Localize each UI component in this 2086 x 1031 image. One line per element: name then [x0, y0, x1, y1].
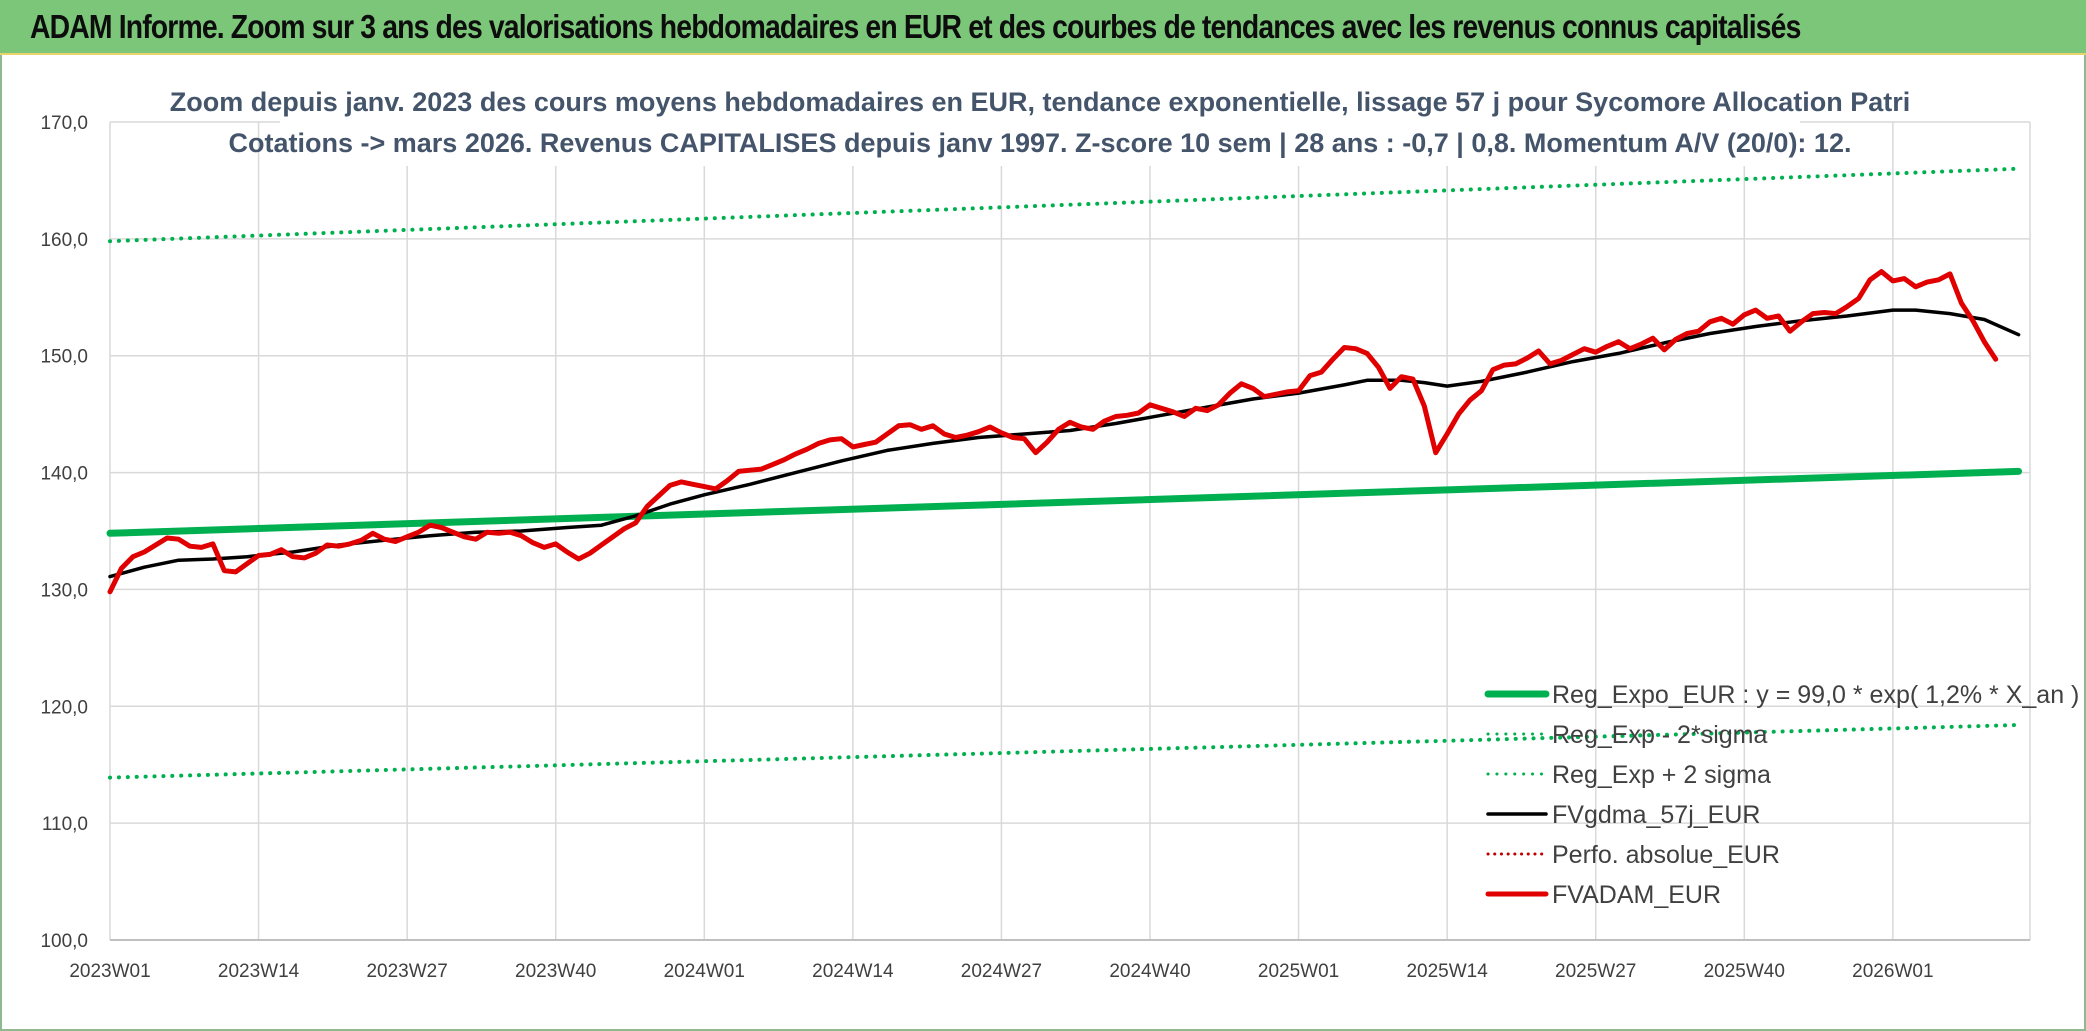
- chart-title: Zoom depuis janv. 2023 des cours moyens …: [170, 80, 1911, 166]
- x-tick-label: 2024W01: [664, 961, 745, 982]
- chart-title-line-2: Cotations -> mars 2026. Revenus CAPITALI…: [229, 128, 1852, 158]
- legend-label: FVADAM_EUR: [1552, 881, 1721, 909]
- y-tick-label: 170,0: [40, 113, 88, 134]
- chart-title-background: [280, 80, 1800, 166]
- y-tick-label: 150,0: [40, 347, 88, 368]
- series-line-1: [108, 723, 2021, 780]
- axes: 100,0 110,0 120,0 130,0 140,0 150,0 160,0 170,0…: [40, 113, 2030, 982]
- x-tick-label: 2024W14: [812, 961, 894, 982]
- legend-label: FVgdma_57j_EUR: [1552, 801, 1760, 829]
- x-tick-label: 2025W27: [1555, 961, 1636, 982]
- series-line-5: [107, 269, 1999, 595]
- x-tick-label: 2024W40: [1109, 961, 1190, 982]
- series-line-2: [108, 166, 2021, 244]
- legend-label: Reg_Expo_EUR : y = 99,0 * exp( 1,2% * X_…: [1552, 681, 2079, 709]
- x-tick-label: 2024W27: [961, 961, 1042, 982]
- x-tick-label: 2023W01: [69, 961, 150, 982]
- series-line-3: [108, 308, 2021, 579]
- x-tick-label: 2023W14: [218, 961, 300, 982]
- chart-title-line-1: Zoom depuis janv. 2023 des cours moyens …: [170, 87, 1911, 117]
- header-bar: ADAM Informe. Zoom sur 3 ans des valoris…: [0, 0, 2086, 55]
- y-tick-label: 100,0: [40, 931, 88, 952]
- legend-label: Reg_Exp - 2*sigma: [1552, 721, 1767, 749]
- y-tick-label: 120,0: [40, 697, 88, 718]
- page-title: ADAM Informe. Zoom sur 3 ans des valoris…: [30, 8, 1801, 45]
- plot-series: [106, 166, 2023, 780]
- x-tick-label: 2025W40: [1704, 961, 1785, 982]
- x-tick-label: 2026W01: [1852, 961, 1933, 982]
- y-tick-label: 110,0: [42, 814, 88, 835]
- x-tick-label: 2025W14: [1406, 961, 1488, 982]
- legend: Reg_Expo_EUR : y = 99,0 * exp( 1,2% * X_…: [1484, 681, 2079, 909]
- x-tick-label: 2025W01: [1258, 961, 1339, 982]
- legend-label: Perfo. absolue_EUR: [1552, 841, 1780, 869]
- grid: [109, 121, 2031, 941]
- y-tick-label: 130,0: [40, 580, 88, 601]
- series-line-0: [106, 467, 2023, 537]
- x-tick-label: 2023W27: [366, 961, 447, 982]
- x-tick-label: 2023W40: [515, 961, 596, 982]
- y-tick-label: 160,0: [40, 230, 88, 251]
- legend-label: Reg_Exp + 2 sigma: [1552, 761, 1771, 789]
- y-tick-label: 140,0: [40, 464, 88, 485]
